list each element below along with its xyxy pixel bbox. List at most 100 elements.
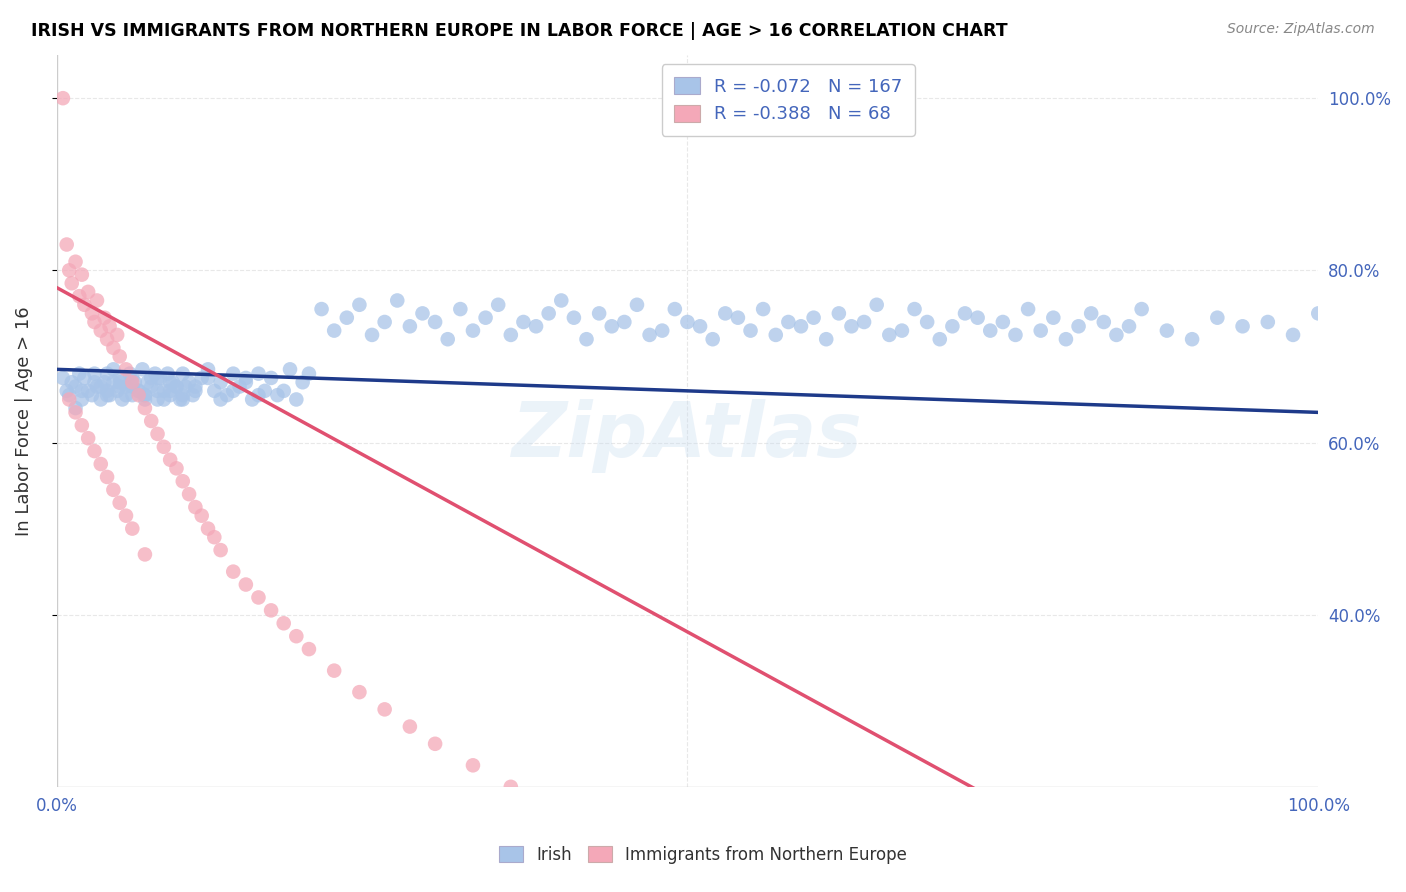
Point [651, 853, 673, 867]
Point [172, 392, 194, 407]
Point [146, 426, 169, 441]
Point [915, 315, 938, 329]
Point [128, 388, 150, 402]
Point [387, 293, 409, 308]
Point [184, 379, 207, 393]
Point [311, 302, 333, 317]
Point [121, 371, 143, 385]
Point [159, 388, 181, 402]
Point [273, 384, 295, 398]
Point [70, 418, 93, 433]
Point [1105, 327, 1128, 342]
Point [65, 254, 87, 268]
Point [537, 306, 560, 320]
Point [134, 388, 156, 402]
Point [96, 384, 118, 398]
Point [285, 392, 308, 407]
Point [111, 392, 134, 407]
Text: IRISH VS IMMIGRANTS FROM NORTHERN EUROPE IN LABOR FORCE | AGE > 16 CORRELATION C: IRISH VS IMMIGRANTS FROM NORTHERN EUROPE… [31, 22, 1008, 40]
Point [60, 376, 83, 390]
Point [162, 376, 184, 390]
Point [98, 319, 121, 334]
Point [134, 401, 156, 415]
Point [65, 379, 87, 393]
Point [298, 642, 321, 657]
Point [638, 327, 661, 342]
Point [190, 508, 212, 523]
Point [1308, 306, 1330, 320]
Y-axis label: In Labor Force | Age > 16: In Labor Force | Age > 16 [15, 306, 32, 536]
Point [285, 629, 308, 643]
Point [1181, 332, 1204, 346]
Point [209, 392, 232, 407]
Point [141, 371, 163, 385]
Point [436, 332, 458, 346]
Point [172, 388, 194, 402]
Point [349, 685, 371, 699]
Point [1042, 310, 1064, 325]
Point [124, 376, 146, 390]
Point [103, 483, 125, 497]
Point [399, 319, 422, 334]
Point [115, 362, 138, 376]
Point [765, 327, 787, 342]
Point [278, 362, 301, 376]
Point [600, 319, 623, 334]
Point [103, 341, 125, 355]
Point [90, 457, 112, 471]
Point [664, 302, 686, 317]
Point [202, 384, 225, 398]
Point [1156, 324, 1178, 338]
Point [73, 298, 96, 312]
Point [83, 376, 105, 390]
Point [115, 508, 138, 523]
Point [1206, 310, 1229, 325]
Point [134, 388, 156, 402]
Point [240, 392, 263, 407]
Point [714, 306, 737, 320]
Point [702, 874, 724, 888]
Point [143, 367, 166, 381]
Point [146, 392, 169, 407]
Point [166, 379, 188, 393]
Point [215, 388, 238, 402]
Point [96, 367, 118, 381]
Point [588, 306, 610, 320]
Point [550, 805, 572, 820]
Point [118, 367, 141, 381]
Point [702, 332, 724, 346]
Point [77, 285, 100, 299]
Point [323, 324, 346, 338]
Point [247, 591, 270, 605]
Point [121, 376, 143, 390]
Point [778, 315, 800, 329]
Point [174, 379, 197, 393]
Point [108, 376, 131, 390]
Point [512, 315, 534, 329]
Legend: R = -0.072   N = 167, R = -0.388   N = 68: R = -0.072 N = 167, R = -0.388 N = 68 [662, 64, 915, 136]
Point [184, 384, 207, 398]
Point [966, 310, 988, 325]
Point [1054, 332, 1077, 346]
Point [83, 367, 105, 381]
Point [349, 298, 371, 312]
Point [166, 461, 188, 475]
Point [941, 319, 963, 334]
Point [65, 401, 87, 415]
Point [184, 500, 207, 514]
Point [90, 324, 112, 338]
Point [55, 384, 77, 398]
Point [159, 376, 181, 390]
Point [70, 268, 93, 282]
Point [55, 237, 77, 252]
Point [374, 315, 396, 329]
Point [253, 384, 276, 398]
Point [156, 367, 179, 381]
Point [103, 376, 125, 390]
Point [80, 388, 103, 402]
Point [235, 371, 257, 385]
Point [177, 487, 200, 501]
Point [149, 371, 172, 385]
Point [153, 384, 176, 398]
Point [96, 388, 118, 402]
